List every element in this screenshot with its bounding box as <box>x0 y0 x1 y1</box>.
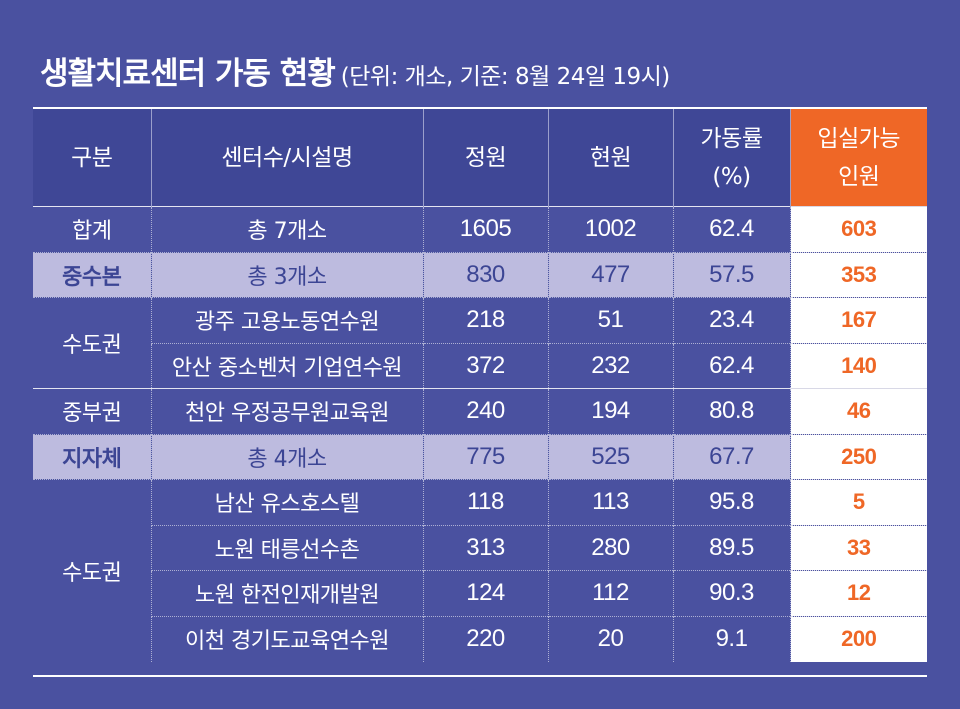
cell-center: 광주 고용노동연수원 <box>150 297 423 343</box>
cell-current: 232 <box>547 342 673 389</box>
table-row: 수도권 광주 고용노동연수원 218 51 23.4 167 <box>33 297 927 389</box>
header-available-line1: 입실가능 <box>817 125 901 152</box>
cell-rate: 62.4 <box>672 342 790 389</box>
cell-rate: 95.8 <box>672 479 790 525</box>
header-rate: 가동률 (%) <box>672 109 790 207</box>
title-unit-note: (단위: 개소, 기준: 8월 24일 19시) <box>340 64 670 90</box>
cell-rate: 57.5 <box>672 251 790 298</box>
table-row-total: 합계 총 7개소 1605 1002 62.4 603 <box>33 206 927 252</box>
cell-capacity: 830 <box>422 251 548 298</box>
cell-capacity: 124 <box>422 570 548 616</box>
cell-category: 합계 <box>33 206 151 252</box>
cell-category: 중수본 <box>33 251 151 298</box>
cell-capacity: 220 <box>422 615 548 662</box>
operation-status-table: 구분 센터수/시설명 정원 현원 가동률 (%) 입실가능 인원 합계 총 7개… <box>33 109 927 662</box>
header-rate-unit: (%) <box>712 163 751 190</box>
cell-category-group: 수도권 <box>33 297 151 389</box>
cell-center: 안산 중소벤처 기업연수원 <box>150 342 423 389</box>
cell-center: 총 4개소 <box>150 433 423 480</box>
cell-available: 353 <box>789 251 927 298</box>
header-available: 입실가능 인원 <box>789 109 927 207</box>
header-capacity: 정원 <box>422 109 548 207</box>
header-center: 센터수/시설명 <box>150 109 423 207</box>
cell-rate: 80.8 <box>672 388 790 434</box>
table-row: 중부권 천안 우정공무원교육원 240 194 80.8 46 <box>33 388 927 434</box>
header-rate-label: 가동률 <box>700 125 763 152</box>
table-row: 이천 경기도교육연수원 220 20 9.1 200 <box>33 615 927 662</box>
table-header-row: 구분 센터수/시설명 정원 현원 가동률 (%) 입실가능 인원 <box>33 109 927 207</box>
cell-capacity: 240 <box>422 388 548 434</box>
table-row-local-subtotal: 지자체 총 4개소 775 525 67.7 250 <box>33 433 927 480</box>
cell-category: 중부권 <box>33 388 151 434</box>
cell-rate: 90.3 <box>672 570 790 616</box>
cell-capacity: 372 <box>422 342 548 389</box>
cell-rate: 9.1 <box>672 615 790 662</box>
cell-current: 113 <box>547 479 673 525</box>
table-row: 안산 중소벤처 기업연수원 372 232 62.4 140 <box>33 342 927 389</box>
cell-current: 280 <box>547 524 673 571</box>
title-main: 생활치료센터 가동 현황 <box>40 56 336 92</box>
cell-available: 33 <box>789 524 927 571</box>
cell-category: 지자체 <box>33 433 151 480</box>
cell-center: 남산 유스호스텔 <box>150 479 423 525</box>
cell-current: 477 <box>547 251 673 298</box>
cell-available: 5 <box>789 479 927 525</box>
cell-current: 51 <box>547 297 673 343</box>
cell-center: 총 7개소 <box>150 206 423 252</box>
table-row: 노원 태릉선수촌 313 280 89.5 33 <box>33 524 927 571</box>
cell-current: 525 <box>547 433 673 480</box>
cell-available: 12 <box>789 570 927 616</box>
table-frame <box>33 107 927 677</box>
cell-rate: 23.4 <box>672 297 790 343</box>
cell-center: 노원 태릉선수촌 <box>150 524 423 571</box>
cell-current: 194 <box>547 388 673 434</box>
header-category: 구분 <box>33 109 151 207</box>
header-available-line2: 인원 <box>838 163 880 190</box>
cell-center: 노원 한전인재개발원 <box>150 570 423 616</box>
cell-available: 46 <box>789 388 927 434</box>
cell-center: 이천 경기도교육연수원 <box>150 615 423 662</box>
cell-available: 250 <box>789 433 927 480</box>
table-row: 노원 한전인재개발원 124 112 90.3 12 <box>33 570 927 616</box>
header-current: 현원 <box>547 109 673 207</box>
cell-current: 1002 <box>547 206 673 252</box>
cell-available: 167 <box>789 297 927 343</box>
cell-rate: 62.4 <box>672 206 790 252</box>
table-row: 수도권 남산 유스호스텔 118 113 95.8 5 <box>33 479 927 662</box>
cell-available: 200 <box>789 615 927 662</box>
cell-current: 112 <box>547 570 673 616</box>
cell-center: 천안 우정공무원교육원 <box>150 388 423 434</box>
cell-rate: 67.7 <box>672 433 790 480</box>
cell-capacity: 218 <box>422 297 548 343</box>
table-row-central-subtotal: 중수본 총 3개소 830 477 57.5 353 <box>33 251 927 298</box>
cell-rate: 89.5 <box>672 524 790 571</box>
cell-capacity: 313 <box>422 524 548 571</box>
cell-available: 603 <box>789 206 927 252</box>
cell-available: 140 <box>789 342 927 389</box>
cell-capacity: 1605 <box>422 206 548 252</box>
cell-capacity: 118 <box>422 479 548 525</box>
page-title: 생활치료센터 가동 현황 (단위: 개소, 기준: 8월 24일 19시) <box>40 48 670 93</box>
cell-center: 총 3개소 <box>150 251 423 298</box>
cell-category-group: 수도권 <box>33 479 151 662</box>
cell-current: 20 <box>547 615 673 662</box>
cell-capacity: 775 <box>422 433 548 480</box>
